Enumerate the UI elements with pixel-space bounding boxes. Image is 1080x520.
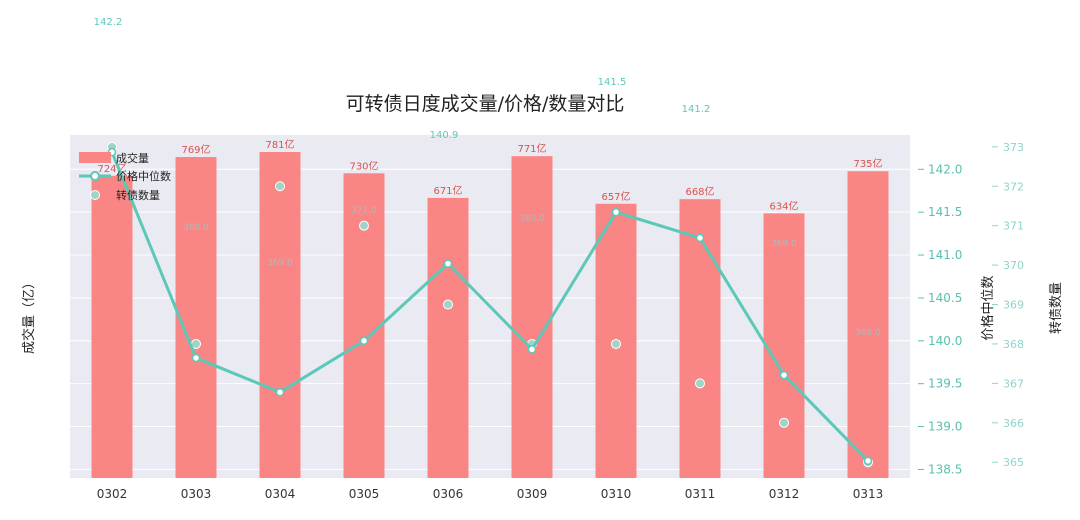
bar-label: 671亿 bbox=[433, 184, 462, 197]
y2-tick-label: 139.0 bbox=[928, 420, 962, 434]
bar bbox=[763, 213, 805, 478]
y2-tick-label: 139.5 bbox=[928, 377, 962, 391]
count-data-labels: 368.0 369.0 371.0 369.0 369.0 368.0 bbox=[183, 206, 881, 338]
line-point bbox=[275, 388, 285, 397]
x-axis-ticks: 0302 0303 0304 0305 0306 0309 0310 0311 0312 0313 bbox=[97, 487, 884, 501]
y2-tick-label: 140.0 bbox=[928, 334, 962, 348]
bar bbox=[259, 152, 301, 478]
legend-swatch-volume bbox=[79, 152, 111, 163]
y3-tick-label: 371 bbox=[1003, 220, 1024, 233]
x-tick-label: 0305 bbox=[349, 487, 380, 501]
line-point bbox=[695, 233, 705, 243]
bar-label: 781亿 bbox=[265, 138, 294, 151]
y3-tick-label: 366 bbox=[1003, 417, 1024, 430]
legend-label-price: 价格中位数 bbox=[116, 169, 171, 183]
scatter-point bbox=[359, 220, 369, 231]
bar-label: 769亿 bbox=[181, 143, 210, 156]
price-label: 140.9 bbox=[430, 130, 459, 141]
count-label: 369.0 bbox=[519, 214, 545, 224]
count-label: 369.0 bbox=[771, 239, 797, 249]
price-label: 141.2 bbox=[682, 104, 711, 115]
line-point bbox=[443, 259, 453, 268]
y3-tick-label: 367 bbox=[1003, 377, 1024, 390]
y2-tick-label: 141.0 bbox=[928, 248, 962, 262]
y2-tick-label: 142.0 bbox=[928, 162, 962, 176]
y3-tick-label: 368 bbox=[1003, 338, 1024, 351]
bar-label: 730亿 bbox=[349, 159, 378, 172]
bar bbox=[679, 199, 721, 479]
count-label: 371.0 bbox=[351, 206, 377, 216]
line-point bbox=[359, 336, 369, 346]
scatter-point bbox=[779, 417, 789, 428]
x-tick-label: 0304 bbox=[265, 487, 296, 501]
y3-tick-label: 372 bbox=[1003, 180, 1024, 193]
scatter-point bbox=[443, 299, 453, 310]
line-point bbox=[527, 345, 537, 354]
y3-tick-label: 373 bbox=[1003, 141, 1024, 154]
y2-tick-label: 141.5 bbox=[928, 205, 962, 219]
y3-tick-label: 369 bbox=[1003, 299, 1024, 312]
y2-tick-label: 140.5 bbox=[928, 291, 962, 305]
y3-tick-label: 365 bbox=[1003, 456, 1024, 469]
bar bbox=[175, 157, 217, 478]
y3-axis-label: 转债数量 bbox=[1049, 282, 1064, 334]
legend-label-volume: 成交量 bbox=[116, 151, 149, 165]
x-tick-label: 0303 bbox=[181, 487, 212, 501]
bar-label: 657亿 bbox=[601, 190, 630, 203]
bar bbox=[847, 171, 889, 478]
y2-axis-label: 价格中位数 bbox=[980, 275, 996, 340]
x-tick-label: 0313 bbox=[853, 487, 884, 501]
chart-title: 可转债日度成交量/价格/数量对比 bbox=[346, 93, 625, 115]
line-point bbox=[863, 456, 873, 466]
bar-series bbox=[91, 152, 889, 479]
scatter-point bbox=[275, 181, 285, 192]
bar-label: 668亿 bbox=[685, 185, 714, 198]
x-tick-label: 0312 bbox=[769, 487, 800, 501]
line-point bbox=[191, 353, 201, 363]
y3-tick-label: 370 bbox=[1003, 259, 1024, 272]
price-line bbox=[110, 151, 870, 462]
count-label: 368.0 bbox=[183, 223, 209, 233]
x-tick-label: 0309 bbox=[517, 487, 548, 501]
x-tick-label: 0306 bbox=[433, 487, 464, 501]
line-point bbox=[779, 370, 789, 380]
legend: 成交量 价格中位数 转债数量 bbox=[79, 151, 171, 202]
scatter-point bbox=[611, 338, 621, 349]
y2-tick-label: 138.5 bbox=[928, 462, 962, 476]
x-tick-label: 0302 bbox=[97, 487, 128, 501]
bar bbox=[427, 197, 469, 478]
line-point bbox=[611, 207, 621, 217]
scatter-point bbox=[695, 378, 705, 389]
price-label: 142.2 bbox=[94, 17, 123, 28]
price-label: 141.5 bbox=[598, 77, 627, 88]
x-tick-label: 0311 bbox=[685, 487, 716, 501]
legend-marker-price bbox=[90, 171, 100, 181]
bar-label: 771亿 bbox=[517, 142, 546, 155]
bar-label: 735亿 bbox=[853, 157, 882, 170]
legend-marker-count bbox=[90, 190, 100, 200]
price-data-labels: 142.2 140.9 141.5 141.2 bbox=[94, 17, 711, 141]
bar bbox=[511, 156, 553, 478]
y-axis-label: 成交量（亿） bbox=[21, 276, 37, 354]
x-tick-label: 0310 bbox=[601, 487, 632, 501]
legend-label-count: 转债数量 bbox=[116, 188, 160, 202]
bar-label: 634亿 bbox=[769, 199, 798, 212]
count-label: 369.0 bbox=[267, 258, 293, 268]
bar bbox=[91, 175, 133, 478]
y2-axis-ticks: 138.5 139.0 139.5 140.0 140.5 141.0 141.5 142.0 bbox=[918, 162, 962, 476]
y3-axis-ticks: 365 366 367 368 369 370 371 372 373 bbox=[992, 141, 1024, 469]
count-label: 368.0 bbox=[855, 328, 881, 338]
